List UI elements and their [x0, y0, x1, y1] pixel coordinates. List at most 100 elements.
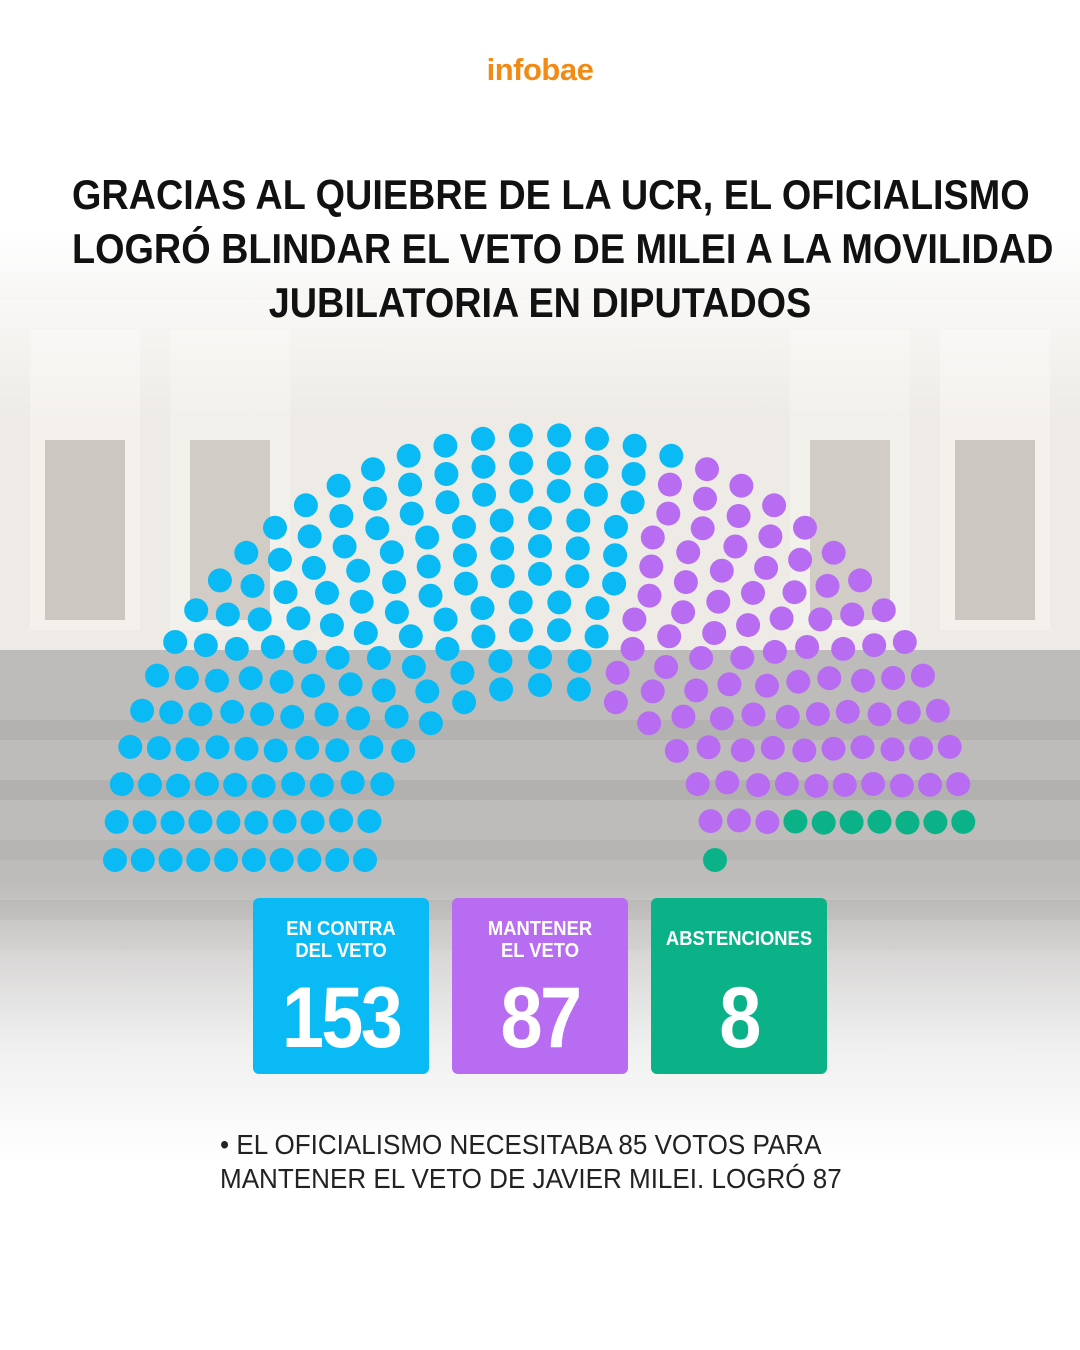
card-abstenciones-label-1: ABSTENCIONES: [665, 928, 813, 950]
seat-en-contra: [250, 702, 275, 727]
seat-en-contra: [234, 540, 259, 565]
seat-en-contra: [281, 771, 306, 796]
seat-en-contra: [566, 508, 591, 533]
seat-mantener: [695, 457, 719, 482]
seat-mantener: [706, 589, 731, 614]
card-en-contra-label-2: DEL VETO: [295, 940, 387, 962]
seat-en-contra: [567, 649, 592, 674]
seat-en-contra: [184, 598, 209, 623]
seat-en-contra: [309, 773, 334, 798]
seat-en-contra: [315, 580, 339, 605]
seat-en-contra: [528, 534, 552, 559]
seat-mantener: [774, 771, 799, 796]
seat-mantener: [786, 669, 811, 694]
seat-abstencion: [811, 810, 836, 835]
seat-en-contra: [363, 486, 387, 511]
seat-en-contra: [301, 555, 326, 580]
seat-en-contra: [130, 848, 155, 872]
card-mantener-label-1: MANTENER: [487, 918, 593, 940]
seat-en-contra: [399, 501, 424, 526]
seat-en-contra: [472, 482, 497, 507]
seat-en-contra: [547, 423, 572, 448]
seat-mantener: [676, 540, 701, 565]
seat-mantener: [755, 810, 780, 835]
seat-en-contra: [509, 451, 534, 476]
seat-en-contra: [471, 426, 495, 451]
footnote: • EL OFICIALISMO NECESITABA 85 VOTOS PAR…: [220, 1128, 871, 1196]
seat-en-contra: [295, 735, 320, 760]
seat-mantener: [754, 555, 779, 580]
seat-en-contra: [314, 702, 339, 727]
infobae-logo: infobae: [486, 52, 594, 87]
seat-en-contra: [382, 570, 407, 595]
seat-en-contra: [234, 736, 259, 761]
seat-en-contra: [186, 848, 211, 872]
seat-en-contra: [160, 810, 185, 835]
seat-empty: [786, 848, 810, 872]
seat-en-contra: [379, 540, 404, 565]
seat-en-contra: [359, 735, 384, 760]
seat-mantener: [821, 736, 846, 761]
seat-en-contra: [584, 624, 609, 649]
seat-en-contra: [260, 635, 285, 659]
seat-en-contra: [622, 433, 647, 458]
seat-en-contra: [301, 673, 325, 698]
seat-en-contra: [398, 472, 423, 497]
seat-abstencion: [895, 810, 920, 835]
seat-en-contra: [366, 646, 391, 670]
seat-en-contra: [452, 514, 476, 539]
seat-en-contra: [583, 482, 608, 507]
seat-abstencion: [839, 810, 864, 835]
seat-en-contra: [244, 810, 269, 835]
seat-en-contra: [620, 490, 645, 515]
seat-mantener: [817, 666, 842, 691]
seat-en-contra: [267, 547, 292, 572]
seat-mantener: [804, 773, 829, 798]
seat-en-contra: [528, 673, 552, 697]
seat-mantener: [871, 598, 896, 623]
seat-mantener: [726, 504, 751, 528]
seat-mantener: [693, 486, 717, 511]
seat-mantener: [762, 639, 787, 664]
seat-mantener: [775, 704, 800, 729]
seat-mantener: [684, 678, 709, 703]
seat-mantener: [850, 735, 875, 760]
seat-en-contra: [452, 690, 477, 715]
seat-en-contra: [326, 473, 351, 498]
seat-mantener: [640, 679, 665, 704]
card-en-contra: EN CONTRA DEL VETO 153: [253, 898, 429, 1074]
footnote-line-2: MANTENER EL VETO DE JAVIER MILEI. LOGRÓ …: [220, 1163, 842, 1194]
seat-en-contra: [509, 479, 534, 503]
headline: GRACIAS AL QUIEBRE DE LA UCR, EL OFICIAL…: [72, 168, 1053, 330]
seat-mantener: [848, 568, 873, 593]
seat-mantener: [657, 624, 682, 649]
card-mantener-label-2: EL VETO: [500, 940, 580, 962]
seat-mantener: [910, 663, 935, 688]
seat-en-contra: [269, 848, 294, 872]
seat-mantener: [696, 735, 721, 760]
seat-en-contra: [659, 443, 684, 468]
seat-mantener: [793, 515, 817, 540]
seat-abstencion: [951, 809, 976, 834]
seat-en-contra: [207, 568, 232, 593]
seat-en-contra: [384, 600, 409, 625]
seat-en-contra: [247, 607, 272, 632]
seat-mantener: [835, 699, 860, 724]
seat-en-contra: [365, 516, 390, 541]
seat-en-contra: [547, 590, 572, 615]
seat-mantener: [717, 672, 742, 697]
seat-en-contra: [163, 630, 188, 654]
seat-mantener: [741, 702, 766, 727]
seat-en-contra: [130, 698, 155, 723]
seat-mantener: [896, 700, 921, 725]
seat-mantener: [723, 534, 748, 559]
seat-mantener: [698, 809, 723, 834]
seat-en-contra: [453, 571, 478, 596]
seat-en-contra: [528, 561, 552, 586]
seat-mantener: [664, 738, 689, 763]
seat-mantener: [729, 473, 754, 498]
seat-en-contra: [488, 649, 513, 674]
seat-mantener: [861, 772, 886, 796]
seat-en-contra: [338, 672, 363, 697]
